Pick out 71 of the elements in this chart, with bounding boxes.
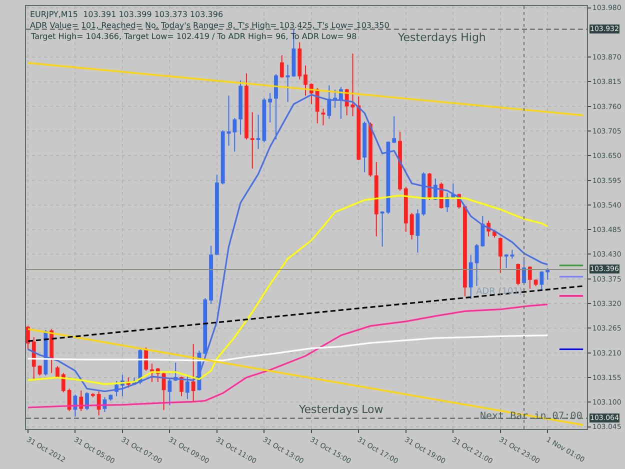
candlestick (380, 210, 384, 248)
ref-line-label: Yesterdays Low (298, 403, 384, 416)
candlestick (79, 390, 84, 412)
candlestick (256, 114, 260, 150)
candlestick (280, 54, 284, 78)
ref-line-label: Yesterdays High (397, 31, 486, 44)
candlestick (540, 270, 544, 292)
annotation: EURJPY,M15 103.391 103.399 103.373 103.396 (30, 10, 224, 19)
candlestick (504, 254, 508, 269)
candlestick (546, 268, 550, 280)
candlestick (480, 216, 485, 248)
candlestick (474, 243, 479, 287)
candlestick (368, 122, 372, 178)
candlestick (416, 208, 420, 253)
candlestick (321, 108, 326, 126)
candlestick (244, 72, 248, 140)
candlestick (362, 121, 367, 173)
candlestick (463, 206, 467, 297)
candlestick (298, 42, 302, 80)
candlestick (286, 64, 290, 102)
candlestick (451, 182, 456, 199)
candlestick (250, 112, 254, 170)
candlestick (304, 65, 308, 96)
candlestick (203, 298, 208, 355)
candlestick (220, 130, 225, 185)
candlestick (392, 116, 396, 144)
candlestick (185, 376, 190, 400)
candlestick (191, 343, 196, 402)
candlestick (226, 95, 231, 146)
candlestick (96, 390, 101, 416)
candlestick (350, 53, 355, 117)
candlestick (356, 96, 361, 161)
candlestick (238, 80, 242, 136)
candlestick (315, 88, 320, 124)
candlestick (90, 392, 95, 398)
candlestick (528, 266, 532, 290)
candlestick (150, 363, 154, 382)
candlestick (339, 86, 343, 120)
candlestick (180, 376, 184, 397)
candlestick (144, 346, 148, 372)
candlestick (398, 131, 402, 192)
candlestick (333, 89, 337, 108)
candlestick (67, 388, 72, 412)
candlestick (162, 371, 166, 411)
candlestick (386, 140, 390, 214)
candlestick (262, 98, 266, 143)
candlestick (56, 366, 60, 378)
candlestick (534, 278, 538, 287)
candlestick (410, 212, 414, 240)
candlestick (61, 372, 66, 393)
candlestick (468, 254, 473, 300)
candlestick (404, 186, 408, 232)
candlestick (374, 161, 378, 237)
candlestick (214, 174, 219, 256)
candlestick (232, 118, 237, 152)
line-series (27, 194, 548, 385)
candlestick (428, 172, 432, 201)
candlestick (268, 92, 272, 123)
candlestick (516, 263, 520, 286)
candlestick (108, 394, 113, 402)
candlestick (498, 237, 502, 274)
candlestick (168, 378, 172, 406)
line-series (27, 334, 548, 362)
line-series (27, 94, 548, 392)
candlestick (422, 172, 426, 216)
candlestick (510, 249, 514, 260)
candlestick (209, 245, 213, 304)
candlestick (327, 84, 332, 120)
candlestick (26, 325, 30, 350)
annotation: ADR Value= 101, Reached= No, Today's Range= 8, T's High= 103.425, T's Low= 103.350 (30, 21, 390, 30)
candlestick (274, 74, 278, 140)
